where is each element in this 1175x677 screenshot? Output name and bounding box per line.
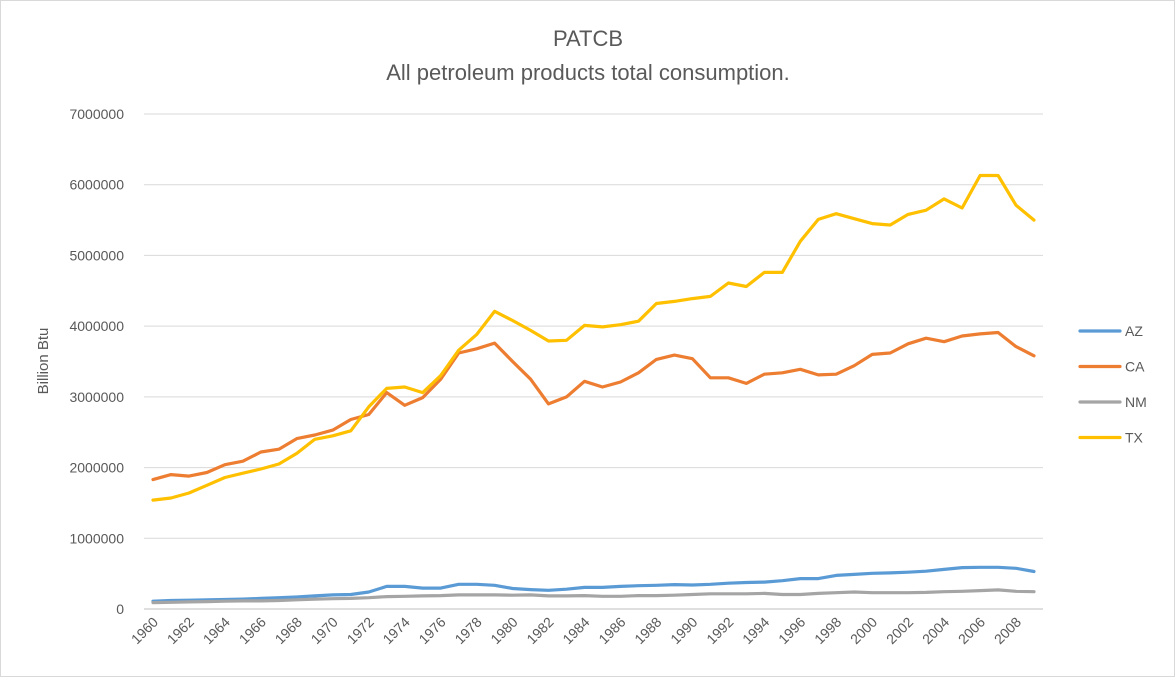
x-tick-label: 1988 [631,614,664,647]
x-tick-label: 1972 [344,614,377,647]
legend-label-ca: CA [1125,359,1145,375]
series-line-tx [151,173,1036,502]
x-tick-label: 2008 [991,614,1024,647]
x-tick-label: 1964 [200,614,233,647]
x-tick-label: 1984 [559,614,592,647]
x-tick-label: 1962 [164,614,197,647]
x-tick-label: 1960 [128,614,161,647]
chart-title: PATCB [553,26,623,51]
series-line-nm [151,588,1036,605]
x-tick-label: 1996 [775,614,808,647]
x-tick-label: 1968 [272,614,305,647]
x-tick-label: 1992 [703,614,736,647]
y-axis-ticks: 0 1000000 2000000 3000000 4000000 5000000 6000… [69,106,124,617]
x-tick-label: 1982 [523,614,556,647]
x-tick-label: 1998 [811,614,844,647]
y-tick-label: 2000000 [69,460,124,476]
series-line-az [151,565,1036,603]
x-tick-label: 1980 [487,614,520,647]
x-tick-label: 1976 [415,614,448,647]
legend: AZ CA NM TX [1078,323,1147,446]
x-tick-label: 2000 [847,614,880,647]
x-tick-label: 1966 [236,614,269,647]
series-line-ca [151,330,1036,482]
y-tick-label: 7000000 [69,106,124,122]
y-tick-label: 4000000 [69,318,124,334]
y-axis-label: Billion Btu [35,328,52,395]
chart-subtitle: All petroleum products total consumption… [386,60,790,85]
x-tick-label: 1986 [595,614,628,647]
x-tick-label: 2002 [883,614,916,647]
x-tick-label: 1978 [451,614,484,647]
legend-label-nm: NM [1125,394,1147,410]
y-tick-label: 5000000 [69,247,124,263]
y-tick-label: 3000000 [69,389,124,405]
x-tick-label: 1994 [739,614,772,647]
y-tick-label: 1000000 [69,530,124,546]
x-tick-label: 1990 [667,614,700,647]
y-tick-label: 6000000 [69,177,124,193]
x-tick-label: 1974 [379,614,412,647]
legend-label-az: AZ [1125,323,1143,339]
x-tick-label: 1970 [308,614,341,647]
x-tick-label: 2006 [955,614,988,647]
gridlines [144,113,1043,610]
legend-label-tx: TX [1125,430,1144,446]
series-lines [151,173,1036,605]
x-tick-label: 2004 [919,614,952,647]
x-axis-ticks: 1960 1962 1964 1966 1968 1970 1972 1974 1976 1978… [128,614,1025,647]
y-tick-label: 0 [116,601,124,617]
